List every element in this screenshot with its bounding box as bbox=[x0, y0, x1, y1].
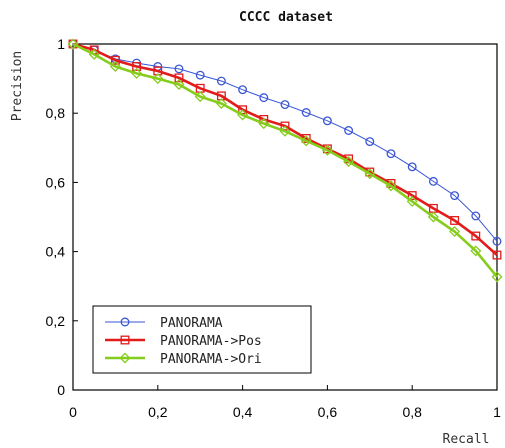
legend-item: PANORAMA->Ori bbox=[105, 352, 262, 367]
data-point bbox=[491, 271, 503, 283]
data-point bbox=[301, 108, 311, 117]
y-tick-label: 0,8 bbox=[46, 105, 66, 121]
data-point bbox=[259, 93, 269, 103]
data-point bbox=[407, 191, 417, 200]
legend-marker bbox=[119, 352, 131, 364]
data-point bbox=[492, 250, 502, 260]
data-point bbox=[450, 191, 460, 200]
data-point bbox=[406, 195, 418, 207]
data-point bbox=[449, 226, 461, 238]
series-line bbox=[72, 42, 499, 278]
y-tick-label: 0,6 bbox=[46, 174, 66, 190]
legend-label: PANORAMA->Ori bbox=[160, 352, 262, 367]
data-point bbox=[216, 76, 226, 86]
data-point bbox=[280, 121, 290, 131]
x-tick-label: 0 bbox=[69, 404, 77, 420]
data-point bbox=[237, 109, 249, 121]
data-point bbox=[174, 64, 184, 74]
data-point bbox=[238, 85, 248, 95]
data-point bbox=[279, 125, 291, 137]
data-point bbox=[280, 100, 290, 109]
data-point bbox=[173, 78, 185, 91]
ticks: 0 0,2 0,4 0,6 0,8 1 0 0,2 0,4 0,6 0,8 1 bbox=[46, 36, 502, 420]
data-point bbox=[365, 137, 375, 147]
x-tick-label: 0,6 bbox=[318, 404, 338, 420]
data-point bbox=[132, 62, 142, 71]
data-point bbox=[471, 231, 481, 241]
data-point bbox=[407, 162, 417, 172]
data-point bbox=[174, 73, 184, 83]
legend-label: PANORAMA bbox=[160, 316, 223, 331]
data-point bbox=[321, 144, 333, 156]
series-circle bbox=[68, 39, 502, 246]
data-point bbox=[471, 211, 481, 221]
data-point bbox=[109, 60, 121, 73]
data-point bbox=[110, 55, 120, 65]
x-tick-label: 0,8 bbox=[402, 404, 422, 420]
y-axis-label: Precision bbox=[10, 51, 25, 121]
y-tick-label: 1 bbox=[57, 36, 65, 52]
series-line bbox=[72, 43, 498, 242]
data-point bbox=[450, 216, 460, 225]
data-point bbox=[194, 91, 206, 103]
series-layer bbox=[67, 38, 503, 283]
y-tick-label: 0,2 bbox=[46, 313, 66, 329]
legend-item: PANORAMA->Pos bbox=[105, 334, 262, 349]
data-point bbox=[88, 48, 100, 60]
data-point bbox=[386, 149, 396, 159]
data-point bbox=[427, 211, 439, 223]
data-point bbox=[344, 126, 354, 135]
data-point bbox=[67, 38, 79, 50]
data-point bbox=[152, 73, 164, 85]
data-point bbox=[300, 135, 312, 147]
data-point bbox=[492, 236, 502, 246]
legend-label: PANORAMA->Pos bbox=[160, 334, 262, 349]
legend-marker bbox=[120, 335, 130, 345]
series-diamond bbox=[67, 38, 503, 283]
data-point bbox=[258, 118, 270, 130]
legend: PANORAMA PANORAMA->Pos PANORAMA->Ori bbox=[92, 305, 312, 374]
legend-item: PANORAMA bbox=[105, 316, 223, 331]
x-axis-label: Recall bbox=[443, 432, 490, 447]
y-tick-label: 0,4 bbox=[46, 244, 66, 260]
x-tick-label: 0,2 bbox=[148, 404, 168, 420]
data-point bbox=[343, 156, 355, 168]
data-point bbox=[131, 67, 143, 79]
chart-title: CCCC dataset bbox=[239, 10, 333, 25]
data-point bbox=[364, 168, 376, 180]
data-point bbox=[470, 245, 482, 257]
y-tick-label: 0 bbox=[57, 382, 65, 398]
data-point bbox=[195, 70, 205, 80]
x-tick-label: 1 bbox=[493, 404, 501, 420]
data-point bbox=[428, 176, 438, 186]
data-point bbox=[385, 180, 397, 192]
legend-marker bbox=[120, 317, 130, 327]
data-point bbox=[215, 97, 227, 110]
data-point bbox=[322, 116, 332, 126]
x-tick-label: 0,4 bbox=[233, 404, 253, 420]
